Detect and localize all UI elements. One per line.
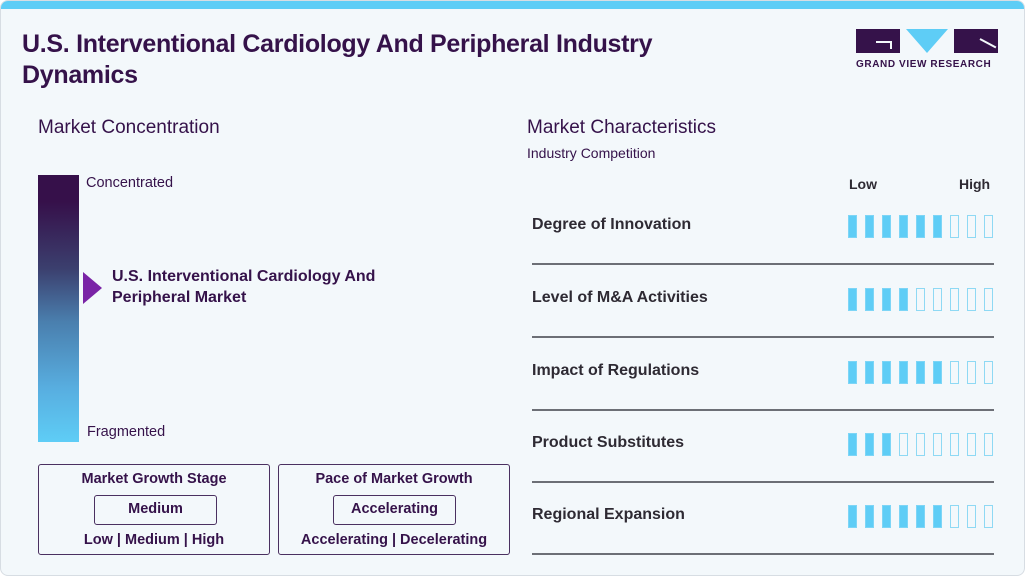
top-accent-bar [1, 1, 1024, 9]
rating-segment-filled [933, 505, 942, 528]
characteristic-label: Impact of Regulations [532, 362, 700, 379]
rating-segment-empty [899, 433, 908, 456]
page-title: U.S. Interventional Cardiology And Perip… [22, 30, 653, 89]
logo-text: GRAND VIEW RESEARCH [856, 59, 992, 70]
characteristic-row: Product Substitutes [532, 409, 994, 483]
rating-segment-empty [950, 361, 959, 384]
market-position-label: U.S. Interventional Cardiology And Perip… [112, 268, 376, 306]
fragmented-label: Fragmented [87, 424, 166, 440]
logo-g-block-icon [856, 29, 900, 53]
rating-segment-empty [933, 433, 942, 456]
characteristic-row: Regional Expansion [532, 481, 994, 555]
rating-meter [848, 361, 993, 384]
rating-meter [848, 288, 993, 311]
logo-v-triangle-icon [906, 29, 948, 53]
rating-segment-filled [882, 361, 891, 384]
rating-segment-filled [848, 505, 857, 528]
market-characteristics-heading: Market Characteristics [527, 117, 716, 138]
rating-segment-empty [950, 215, 959, 238]
characteristic-label: Regional Expansion [532, 506, 685, 523]
grand-view-research-logo: GRAND VIEW RESEARCH [856, 29, 998, 71]
rating-segment-empty [916, 433, 925, 456]
rating-meter [848, 505, 993, 528]
scale-low-label: Low [849, 176, 877, 192]
pace-of-market-growth-box: Pace of Market Growth Accelerating Accel… [278, 464, 510, 555]
row-divider [532, 263, 994, 265]
rating-meter [848, 215, 993, 238]
rating-segment-empty [984, 361, 993, 384]
rating-segment-empty [967, 215, 976, 238]
rating-segment-filled [865, 288, 874, 311]
rating-segment-empty [950, 288, 959, 311]
rating-segment-empty [967, 288, 976, 311]
characteristic-row: Impact of Regulations [532, 337, 994, 411]
growth-pace-options: Accelerating | Decelerating [300, 532, 488, 548]
rating-segment-empty [967, 433, 976, 456]
characteristic-label: Degree of Innovation [532, 216, 692, 233]
row-divider [532, 481, 994, 483]
characteristic-label: Product Substitutes [532, 434, 685, 451]
rating-segment-filled [899, 215, 908, 238]
rating-segment-filled [865, 361, 874, 384]
rating-segment-filled [865, 505, 874, 528]
rating-segment-filled [882, 505, 891, 528]
growth-pace-heading: Pace of Market Growth [315, 471, 473, 487]
rating-segment-filled [865, 433, 874, 456]
rating-segment-empty [916, 288, 925, 311]
concentration-gradient-bar [38, 175, 79, 442]
rating-segment-filled [848, 361, 857, 384]
rating-segment-empty [950, 505, 959, 528]
rating-segment-empty [984, 215, 993, 238]
row-divider [532, 409, 994, 411]
characteristic-row: Degree of Innovation [532, 191, 994, 265]
industry-competition-subheading: Industry Competition [527, 145, 656, 161]
rating-segment-empty [967, 505, 976, 528]
rating-segment-filled [848, 433, 857, 456]
rating-segment-filled [933, 215, 942, 238]
rating-segment-empty [984, 505, 993, 528]
rating-segment-empty [967, 361, 976, 384]
scale-high-label: High [959, 176, 991, 192]
growth-stage-value: Medium [94, 495, 217, 525]
rating-meter [848, 433, 993, 456]
rating-segment-filled [899, 361, 908, 384]
rating-segment-filled [933, 361, 942, 384]
market-position-pointer-icon [83, 272, 102, 304]
concentrated-label: Concentrated [86, 175, 174, 191]
growth-stage-heading: Market Growth Stage [81, 471, 227, 487]
rating-segment-empty [984, 288, 993, 311]
rating-segment-filled [848, 288, 857, 311]
rating-segment-filled [916, 505, 925, 528]
characteristic-row: Level of M&A Activities [532, 264, 994, 338]
row-divider [532, 553, 994, 555]
row-divider [532, 336, 994, 338]
rating-segment-empty [933, 288, 942, 311]
rating-segment-filled [882, 433, 891, 456]
rating-segment-filled [899, 288, 908, 311]
growth-pace-value: Accelerating [333, 495, 456, 525]
rating-segment-filled [899, 505, 908, 528]
rating-segment-empty [984, 433, 993, 456]
rating-segment-filled [882, 215, 891, 238]
rating-segment-filled [848, 215, 857, 238]
rating-segment-filled [916, 215, 925, 238]
rating-segment-filled [882, 288, 891, 311]
market-growth-stage-box: Market Growth Stage Medium Low | Medium … [38, 464, 270, 555]
growth-stage-options: Low | Medium | High [83, 532, 225, 548]
rating-segment-filled [916, 361, 925, 384]
market-concentration-heading: Market Concentration [38, 117, 220, 138]
logo-r-block-icon [954, 29, 998, 53]
characteristic-label: Level of M&A Activities [532, 289, 708, 306]
rating-segment-empty [950, 433, 959, 456]
rating-segment-filled [865, 215, 874, 238]
